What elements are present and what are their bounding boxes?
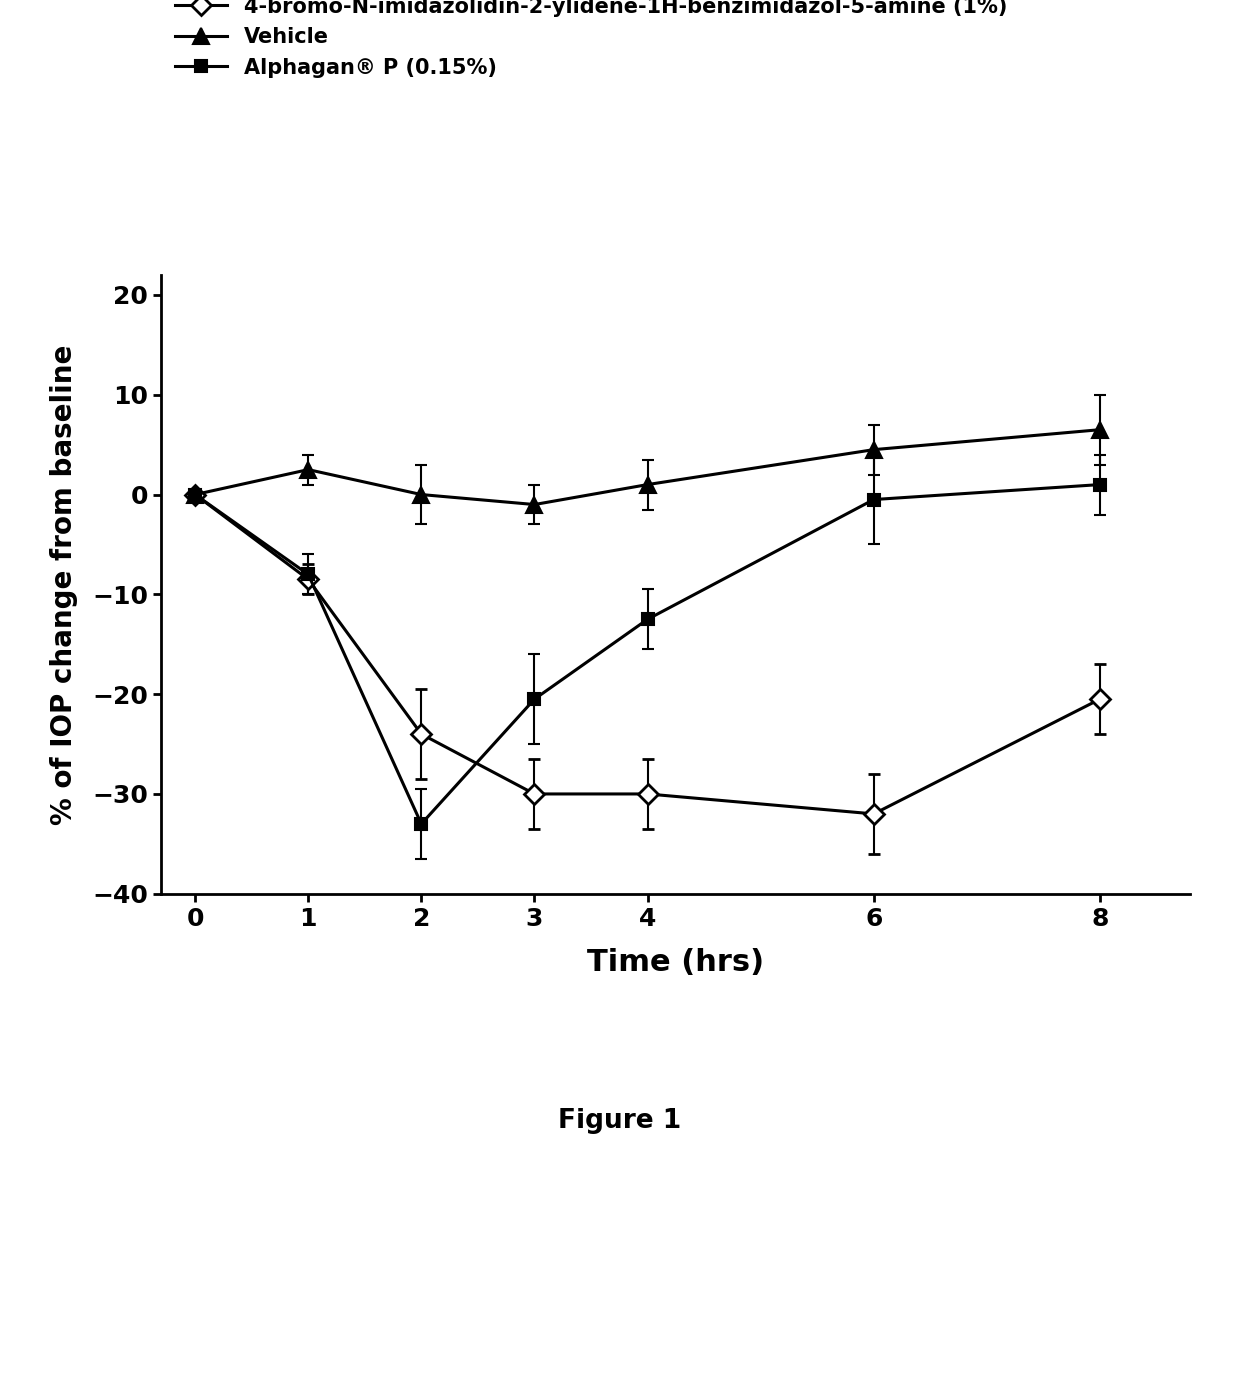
Y-axis label: % of IOP change from baseline: % of IOP change from baseline bbox=[50, 344, 78, 825]
Text: Figure 1: Figure 1 bbox=[558, 1108, 682, 1133]
X-axis label: Time (hrs): Time (hrs) bbox=[588, 947, 764, 976]
Legend: 4-bromo-N-imidazolidin-2-ylidene-1H-benzimidazol-5-amine (1%), Vehicle, Alphagan: 4-bromo-N-imidazolidin-2-ylidene-1H-benz… bbox=[166, 0, 1016, 85]
